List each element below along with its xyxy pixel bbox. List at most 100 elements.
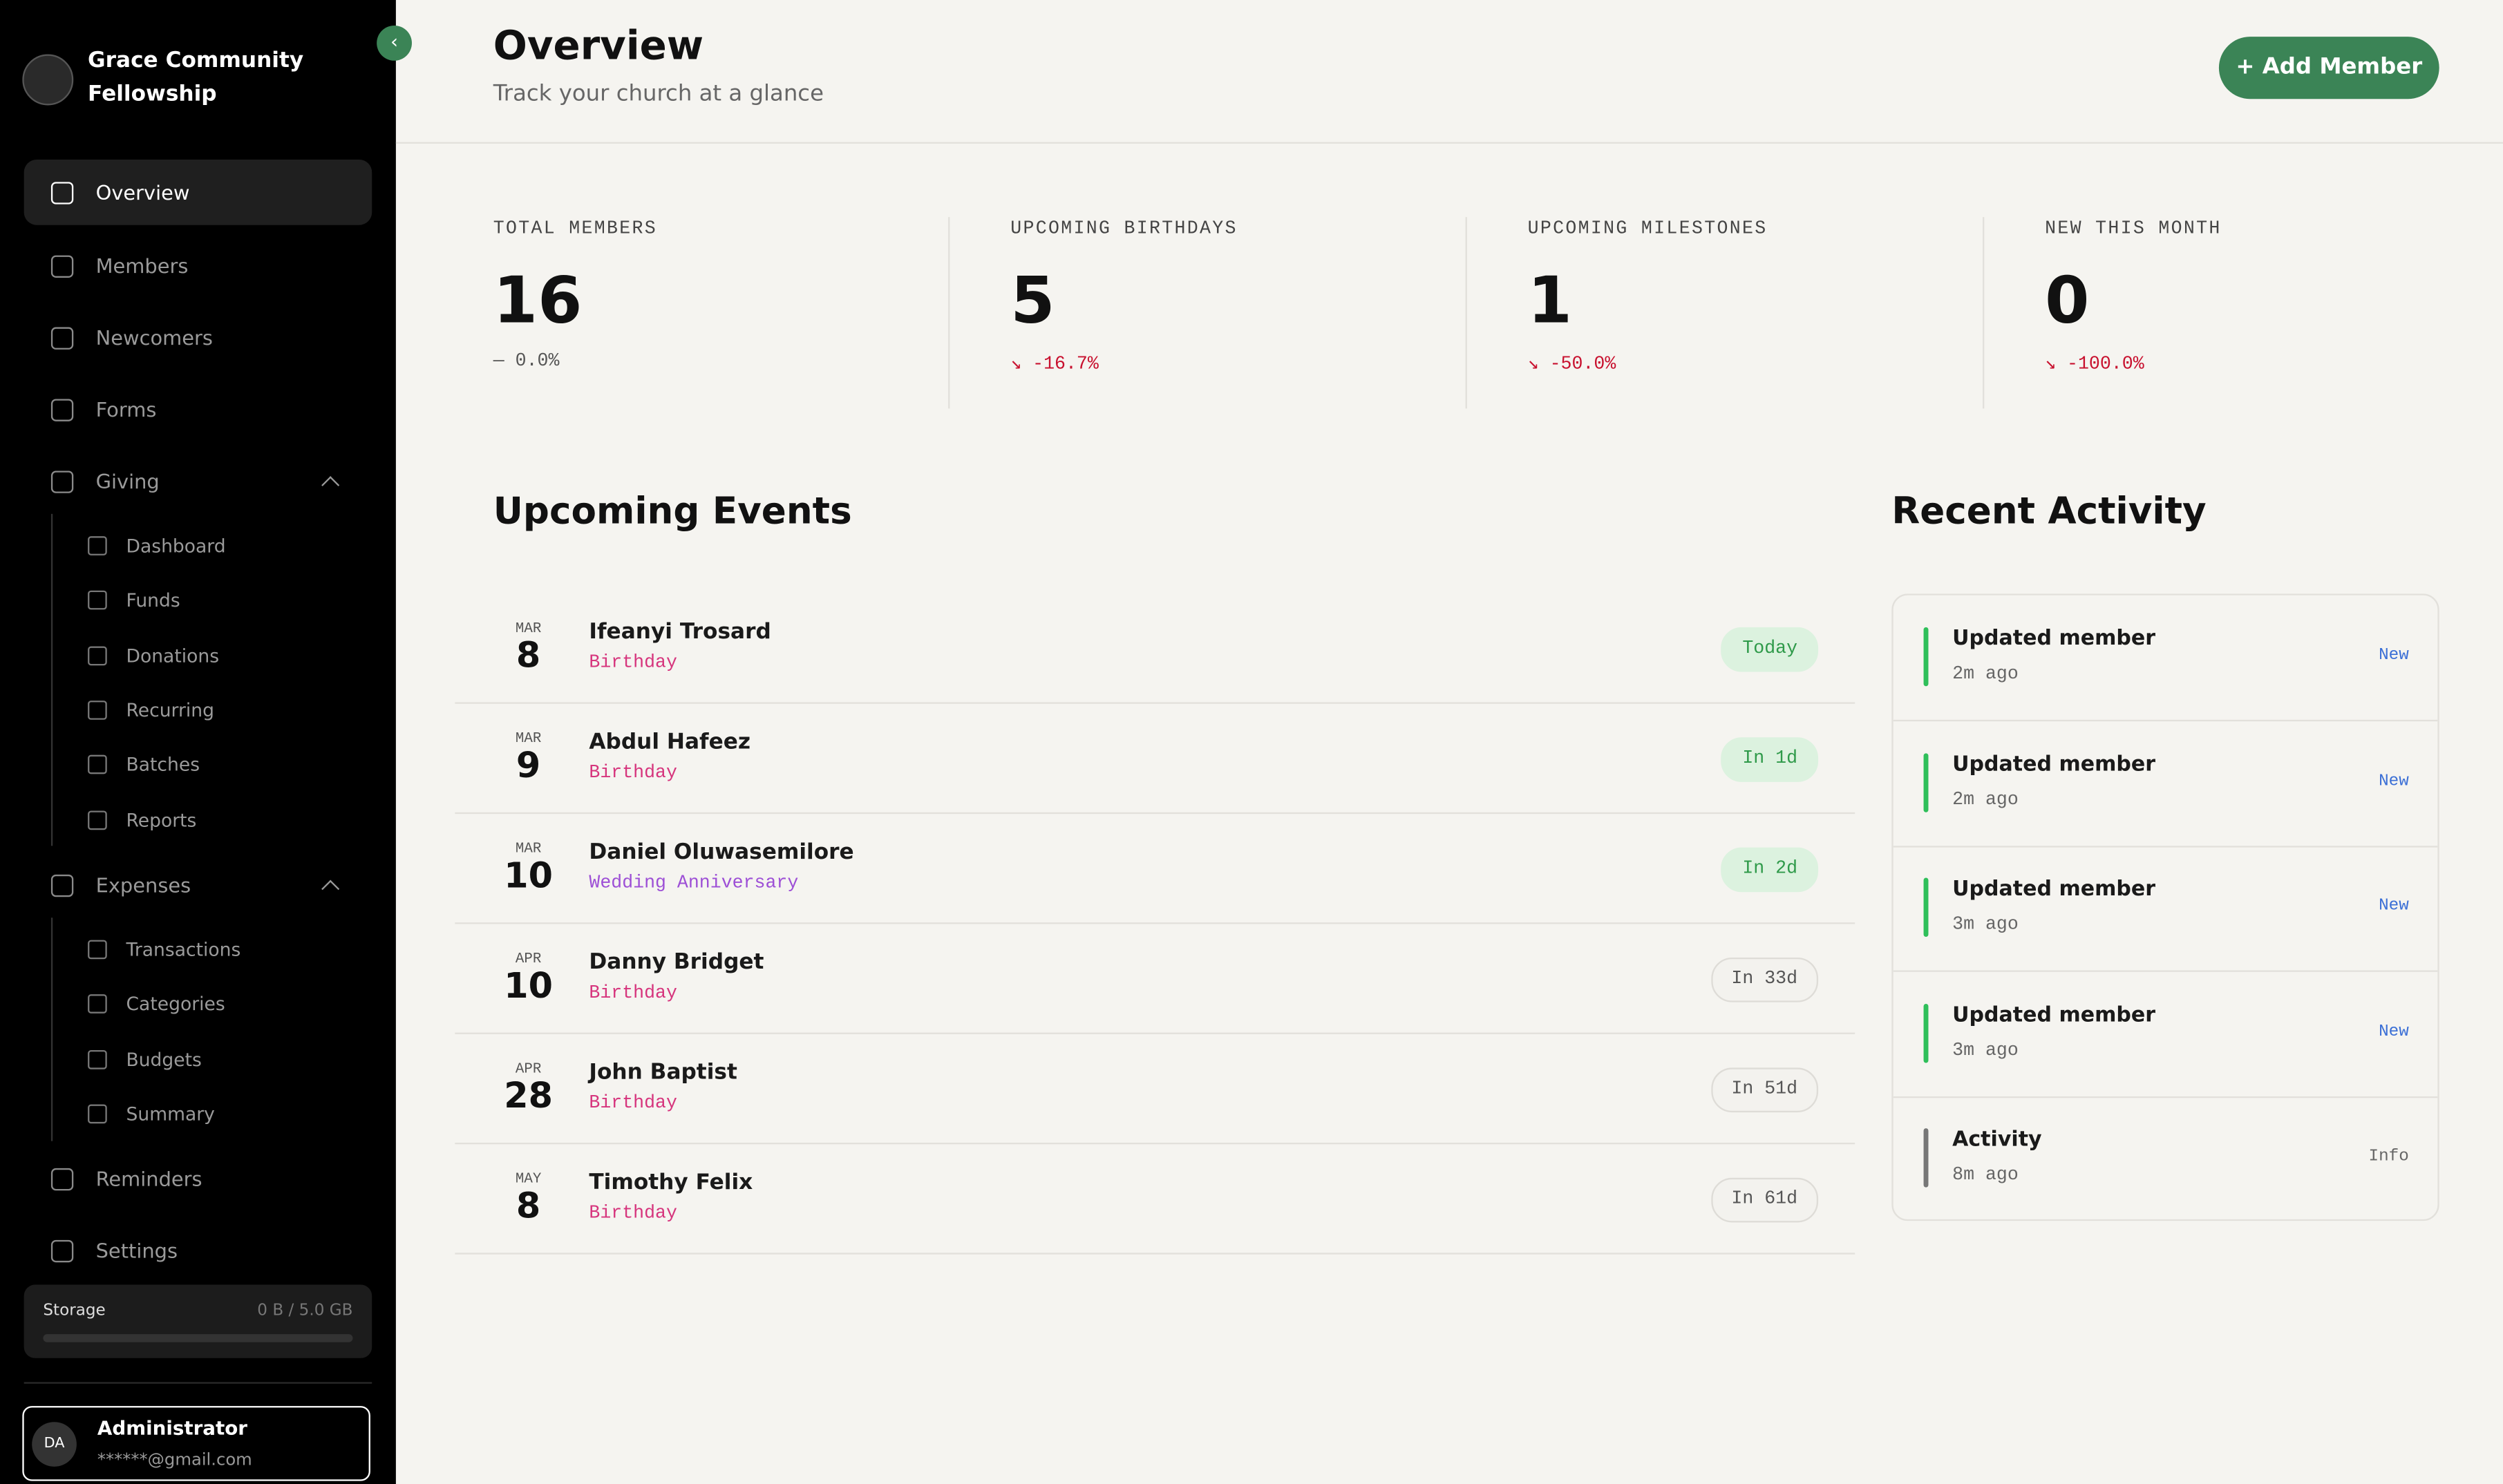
event-name: Danny Bridget [589,949,764,976]
sub-item[interactable]: Transactions [88,933,240,965]
stat-label: UPCOMING MILESTONES [1527,218,1768,240]
sub-item[interactable]: Donations [88,640,219,672]
sub-item[interactable]: Funds [88,584,180,616]
nav-label: Expenses [95,873,191,897]
event-name: Ifeanyi Trosard [589,619,771,645]
sub-label: Dashboard [126,534,226,558]
stat: UPCOMING BIRTHDAYS 5 ↘ -16.7% [1010,218,1238,374]
event-badge: In 1d [1721,737,1819,782]
header-border [395,142,2503,144]
activity-tag: New [2379,1022,2409,1042]
activity-time: 8m ago [1952,1165,2019,1186]
stat-value: 1 [1527,265,1572,339]
sub-item[interactable]: Budgets [88,1044,202,1076]
stat-label: TOTAL MEMBERS [493,218,658,240]
event-month: MAR [515,730,542,748]
user-card[interactable]: DA Administrator ******@gmail.com [22,1406,370,1481]
org-name: Grace Community Fellowship [88,48,304,107]
nav-item[interactable]: Overview [23,160,372,225]
event-type: Birthday [589,652,677,674]
storage-bar [43,1334,353,1342]
stat-change: ↘ -100.0% [2045,354,2144,375]
event-badge: In 51d [1710,1067,1819,1113]
section-title: Upcoming Events [493,491,852,533]
event-month: APR [515,951,542,967]
activity-time: 2m ago [1952,789,2019,810]
event-day: 10 [504,967,553,1007]
nav-label: Overview [95,180,190,204]
event-row[interactable]: MAY 8 Timothy Felix Birthday In 61d [455,1143,1855,1255]
event-badge: In 61d [1710,1177,1819,1223]
event-month: MAY [515,1171,542,1188]
activity-tag: New [2379,646,2409,666]
tree-line [50,513,53,846]
event-name: Timothy Felix [589,1170,753,1196]
logo [22,54,74,106]
event-day: 10 [504,857,553,897]
collapse-button[interactable]: ‹ [377,25,412,61]
event-type: Birthday [589,763,677,784]
sub-item[interactable]: Categories [88,988,225,1020]
sub-item[interactable]: Summary [88,1098,215,1130]
nav-item[interactable]: Forms [24,377,372,442]
event-type: Birthday [589,1093,677,1114]
event-row[interactable]: APR 10 Danny Bridget Birthday In 33d [455,922,1855,1034]
nav-item[interactable]: Members [24,233,372,298]
activity-tag: New [2379,771,2409,791]
sub-label: Reports [126,809,197,832]
sub-item[interactable]: Batches [88,748,200,780]
event-name: John Baptist [589,1059,737,1085]
sub-label: Transactions [126,938,241,961]
stat-value: 5 [1010,265,1055,339]
add-member-button[interactable]: + Add Member [2218,37,2439,99]
divider [1983,217,1985,409]
activity-time: 3m ago [1952,914,2019,935]
event-day: 28 [504,1077,553,1117]
stat-value: 0 [2045,265,2090,339]
event-row[interactable]: MAR 8 Ifeanyi Trosard Birthday Today [455,592,1855,704]
avatar: DA [32,1422,77,1467]
sub-item[interactable]: Recurring [88,694,214,726]
user-name: Administrator [97,1417,247,1440]
activity-tag: New [2379,897,2409,916]
activity-item: Updated member 3m ago New [1893,846,2438,972]
sub-item[interactable]: Reports [88,804,196,836]
nav-label: Newcomers [95,325,213,350]
event-type: Wedding Anniversary [589,873,799,894]
storage-value: 0 B / 5.0 GB [257,1302,353,1320]
nav-label: Members [95,254,189,278]
activity-time: 3m ago [1952,1039,2019,1060]
sub-label: Funds [126,589,180,611]
activity-card: Updated member 2m ago New Updated member 2m … [1891,593,2439,1221]
sidebar: Grace Community Fellowship Overview Memb… [0,0,396,1484]
event-month: APR [515,1061,542,1078]
nav-item[interactable]: Newcomers [24,305,372,370]
sub-label: Donations [126,645,220,667]
event-day: 9 [516,747,541,787]
nav-label: Giving [95,469,160,493]
activity-item: Updated member 2m ago New [1893,596,2438,722]
activity-item: Updated member 2m ago New [1893,721,2438,847]
nav-item[interactable]: Reminders [24,1146,372,1212]
stat-label: NEW THIS MONTH [2045,218,2222,240]
nav-label: Forms [95,397,157,421]
nav-label: Settings [95,1238,178,1263]
section-title: Recent Activity [1891,491,2207,533]
activity-title: Updated member [1952,877,2156,902]
sub-item[interactable]: Dashboard [88,530,226,562]
event-badge: In 2d [1721,847,1819,893]
nav-group[interactable]: Expenses [24,853,372,918]
event-row[interactable]: APR 28 John Baptist Birthday In 51d [455,1033,1855,1145]
status-bar [1923,877,1929,937]
sub-label: Summary [126,1103,215,1125]
stat-value: 16 [493,265,583,339]
event-row[interactable]: MAR 9 Abdul Hafeez Birthday In 1d [455,702,1855,815]
event-row[interactable]: MAR 10 Daniel Oluwasemilore Wedding Anniver… [455,812,1855,924]
nav-item[interactable]: Settings [24,1218,372,1284]
stat: UPCOMING MILESTONES 1 ↘ -50.0% [1528,218,1768,374]
stat-change: ↘ -16.7% [1010,354,1099,375]
nav-group[interactable]: Giving [24,448,372,514]
